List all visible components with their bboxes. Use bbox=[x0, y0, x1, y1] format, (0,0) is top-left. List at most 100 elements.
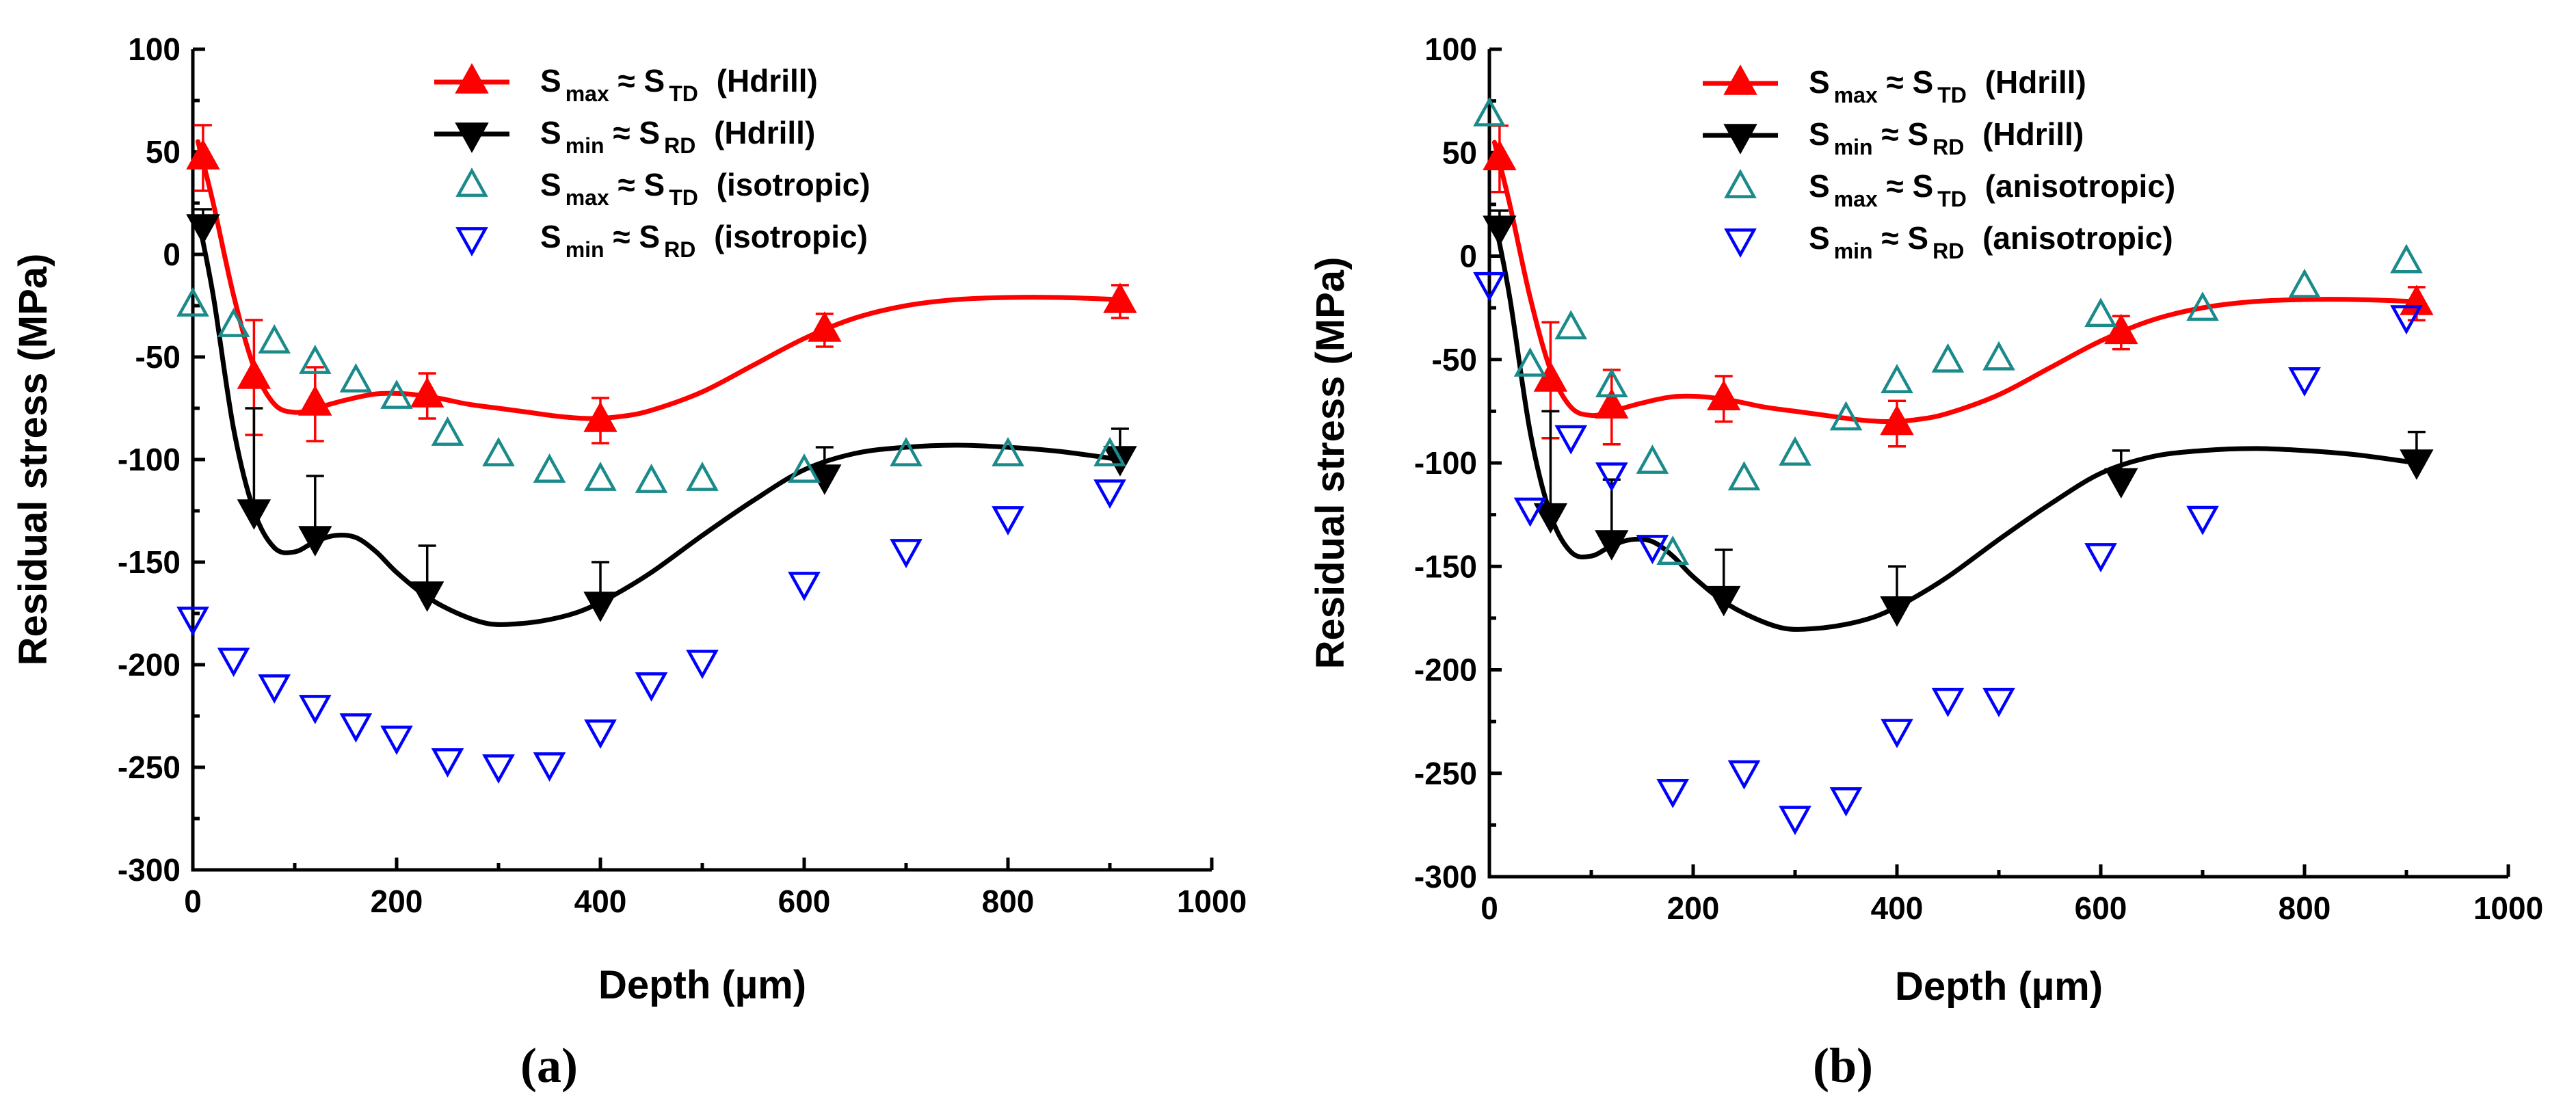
y-axis-title: Residual stress (MPa) bbox=[1308, 257, 1353, 669]
data-point bbox=[298, 345, 332, 374]
y-tick-label: -250 bbox=[1414, 756, 1477, 791]
data-point bbox=[1595, 462, 1628, 492]
data-point bbox=[1727, 461, 1761, 491]
data-point bbox=[2104, 468, 2138, 499]
x-tick-label: 0 bbox=[184, 884, 202, 919]
data-point bbox=[1533, 361, 1568, 392]
data-point bbox=[1636, 535, 1669, 564]
x-tick-label: 800 bbox=[982, 884, 1035, 919]
data-point bbox=[583, 592, 618, 622]
data-point bbox=[686, 462, 719, 491]
legend-marker bbox=[455, 227, 488, 256]
series-3 bbox=[1473, 271, 2423, 836]
y-tick-label: -50 bbox=[135, 339, 181, 375]
y-tick-label: -200 bbox=[1414, 652, 1477, 688]
x-tick-label: 200 bbox=[1667, 890, 1720, 926]
data-point bbox=[298, 526, 332, 557]
data-point bbox=[217, 648, 250, 677]
data-point bbox=[808, 464, 842, 495]
data-point bbox=[2390, 243, 2423, 274]
panel-label: (a) bbox=[520, 1038, 578, 1093]
y-tick-label: 100 bbox=[1424, 31, 1477, 67]
legend-marker bbox=[1724, 228, 1757, 258]
data-point bbox=[1982, 687, 2015, 717]
data-point bbox=[186, 214, 220, 245]
data-point bbox=[1779, 436, 1811, 466]
data-point bbox=[1483, 215, 1517, 246]
y-axis-title: Residual stress (MPa) bbox=[11, 254, 55, 666]
data-point bbox=[635, 464, 668, 493]
y-tick-label: -200 bbox=[118, 647, 181, 682]
data-point bbox=[1829, 787, 1863, 817]
data-point bbox=[217, 308, 250, 337]
y-tick-label: -150 bbox=[118, 544, 181, 580]
data-point bbox=[1595, 388, 1629, 419]
data-point bbox=[2084, 297, 2117, 328]
data-point bbox=[2288, 367, 2321, 397]
legend-marker bbox=[1723, 64, 1757, 95]
data-point bbox=[1982, 341, 2015, 371]
series-1 bbox=[186, 208, 1137, 627]
y-tick-label: -50 bbox=[1432, 342, 1477, 377]
x-tick-label: 1000 bbox=[2473, 890, 2543, 926]
y-tick-label: -100 bbox=[118, 442, 181, 477]
data-point bbox=[410, 581, 444, 612]
y-tick-label: -150 bbox=[1414, 548, 1477, 584]
series-0 bbox=[1483, 124, 2434, 448]
data-point bbox=[1473, 96, 1506, 127]
data-point bbox=[186, 139, 220, 170]
y-tick-label: 0 bbox=[163, 237, 181, 272]
x-tick-label: 600 bbox=[2075, 890, 2127, 926]
data-point bbox=[584, 462, 617, 491]
data-point bbox=[339, 713, 373, 743]
data-point bbox=[1483, 140, 1517, 171]
data-point bbox=[1779, 806, 1811, 836]
y-tick-label: -100 bbox=[1414, 445, 1477, 481]
data-point bbox=[410, 377, 444, 408]
data-point bbox=[431, 416, 464, 446]
fit-curve bbox=[1491, 216, 2419, 632]
data-point bbox=[1656, 779, 1690, 808]
x-axis-title: Depth (µm) bbox=[598, 963, 806, 1007]
legend-marker bbox=[455, 63, 489, 94]
panel-label: (b) bbox=[1813, 1038, 1873, 1093]
data-point bbox=[237, 358, 271, 389]
data-point bbox=[1513, 497, 1547, 527]
data-point bbox=[533, 453, 566, 483]
data-point bbox=[482, 754, 515, 784]
data-point bbox=[890, 437, 922, 466]
axis-frame bbox=[191, 49, 1212, 872]
data-point bbox=[1554, 425, 1588, 455]
data-point bbox=[1473, 271, 1506, 302]
data-point bbox=[2186, 291, 2219, 321]
legend-marker bbox=[455, 122, 489, 153]
y-tick-label: -300 bbox=[118, 852, 181, 888]
y-tick-label: 50 bbox=[1442, 135, 1477, 170]
y-tick-label: 50 bbox=[146, 134, 181, 170]
data-point bbox=[1103, 282, 1137, 313]
data-point bbox=[1533, 503, 1568, 534]
data-point bbox=[1513, 347, 1547, 377]
data-point bbox=[1656, 535, 1690, 566]
data-point bbox=[1707, 585, 1741, 617]
data-point bbox=[2186, 505, 2219, 535]
data-point bbox=[584, 719, 617, 749]
data-point bbox=[1595, 368, 1628, 398]
data-point bbox=[1931, 687, 1965, 717]
data-point bbox=[237, 499, 271, 530]
data-point bbox=[635, 672, 668, 702]
data-point bbox=[2400, 449, 2434, 480]
data-point bbox=[1093, 437, 1126, 466]
data-point bbox=[1931, 343, 1965, 373]
